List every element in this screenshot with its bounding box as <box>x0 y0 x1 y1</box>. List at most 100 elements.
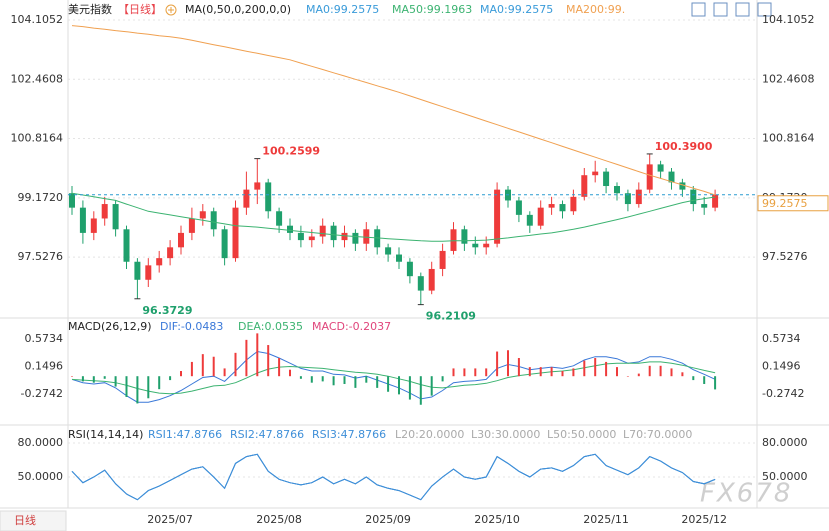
y-tick-label-right: 80.0000 <box>762 436 808 449</box>
ma-legend: MA(0,50,0,200,0,0) <box>185 3 291 16</box>
icon[interactable] <box>757 2 772 17</box>
candle-body <box>712 194 719 208</box>
macd-bar <box>485 368 488 377</box>
candle-body <box>287 225 293 233</box>
ma-line <box>71 192 716 242</box>
icon[interactable] <box>713 2 728 17</box>
legend: DIF:-0.0483 <box>160 320 223 333</box>
candle-body <box>276 211 283 226</box>
add-icon[interactable] <box>165 4 177 16</box>
y-tick-label-right: 97.5276 <box>762 250 808 263</box>
macd-bar <box>670 368 673 377</box>
candle-body <box>199 211 206 219</box>
macd-bar <box>310 376 313 383</box>
candle-body <box>385 247 392 255</box>
macd-bar <box>278 358 281 377</box>
y-tick-label-right: 104.1052 <box>762 13 815 26</box>
candle-body <box>690 189 697 205</box>
y-tick-label: 80.0000 <box>18 436 64 449</box>
macd-bar <box>408 376 411 400</box>
candle-body <box>352 232 359 244</box>
icon[interactable] <box>691 2 706 17</box>
candle-body <box>210 211 217 230</box>
candle-body <box>428 268 435 291</box>
candle-body <box>559 204 566 212</box>
macd-bar <box>299 376 302 379</box>
candle-body <box>657 164 664 172</box>
macd-bar <box>190 361 193 377</box>
candle-body <box>570 196 577 212</box>
macd-bar <box>332 376 335 386</box>
candle-body <box>363 229 370 244</box>
y-tick-label-right: 0.5734 <box>762 332 801 345</box>
candle-body <box>592 171 599 176</box>
candle-body <box>319 225 326 237</box>
legend: RSI2:47.8766 <box>230 428 304 441</box>
macd-bar <box>605 361 608 377</box>
candle-body <box>79 207 86 233</box>
macd-bar <box>289 369 291 377</box>
candle-body <box>254 182 261 190</box>
ma-legend: MA200:99. <box>566 3 625 16</box>
rsi-line <box>71 453 716 501</box>
candle-body <box>483 243 490 248</box>
macd-bar <box>81 376 84 382</box>
icon[interactable] <box>735 2 750 17</box>
x-tick-label: 2025/07 <box>147 513 193 526</box>
y-tick-label-right: -0.2742 <box>762 387 804 400</box>
y-tick-label: 97.5276 <box>18 250 64 263</box>
candle-body <box>548 204 555 208</box>
macd-bar <box>474 368 477 377</box>
candle-body <box>156 258 163 266</box>
y-tick-label-right: 102.4608 <box>762 72 815 85</box>
y-tick-label-right: 100.8164 <box>762 132 815 145</box>
candle-body <box>178 232 184 248</box>
macd-line <box>71 350 716 403</box>
macd-bar <box>125 376 128 397</box>
candle-body <box>396 254 402 262</box>
macd-bar <box>430 376 433 396</box>
annotation: 96.3729 <box>142 304 192 317</box>
macd-bar <box>681 372 684 377</box>
macd-bar <box>92 376 95 383</box>
ma-legend: MA50:99.1963 <box>392 3 472 16</box>
period-button-label[interactable]: 日线 <box>14 513 36 527</box>
macd-bar <box>223 368 226 377</box>
candle-body <box>526 214 533 226</box>
macd-bar <box>692 376 695 381</box>
level-legend: L20:20.0000 <box>395 428 464 441</box>
macd-bar <box>648 365 651 377</box>
panel-title: RSI(14,14,14) <box>68 428 143 441</box>
candle-body <box>614 186 620 194</box>
annotation: 100.2599 <box>262 145 320 158</box>
macd-bar <box>398 376 400 395</box>
candle-body <box>341 232 348 241</box>
macd-bar <box>714 376 717 390</box>
candle-body <box>101 204 108 219</box>
x-tick-label: 2025/10 <box>474 513 520 526</box>
macd-bar <box>452 368 455 377</box>
price-tag-label: 99.2575 <box>762 197 808 210</box>
macd-bar <box>659 365 662 377</box>
macd-bar <box>180 371 182 377</box>
macd-bar <box>387 376 390 392</box>
macd-bar <box>354 376 357 388</box>
y-tick-label-right: 0.1496 <box>762 359 801 372</box>
level-legend: L30:30.0000 <box>471 428 540 441</box>
annotation: 100.3900 <box>655 140 713 153</box>
macd-bar <box>245 339 248 377</box>
macd-line <box>71 361 716 395</box>
y-tick-label: 0.5734 <box>25 332 64 345</box>
period-button[interactable] <box>0 510 67 531</box>
annotation: 96.2109 <box>426 310 476 323</box>
candle-body <box>123 229 130 262</box>
period: 【日线】 <box>118 2 162 16</box>
candle-body <box>679 182 686 190</box>
toolbar-icons[interactable] <box>691 2 772 17</box>
macd-bar <box>637 373 640 377</box>
macd-bar <box>267 345 270 377</box>
candle-body <box>406 261 413 277</box>
ma-line <box>71 25 716 196</box>
symbol: 美元指数 <box>68 2 112 16</box>
